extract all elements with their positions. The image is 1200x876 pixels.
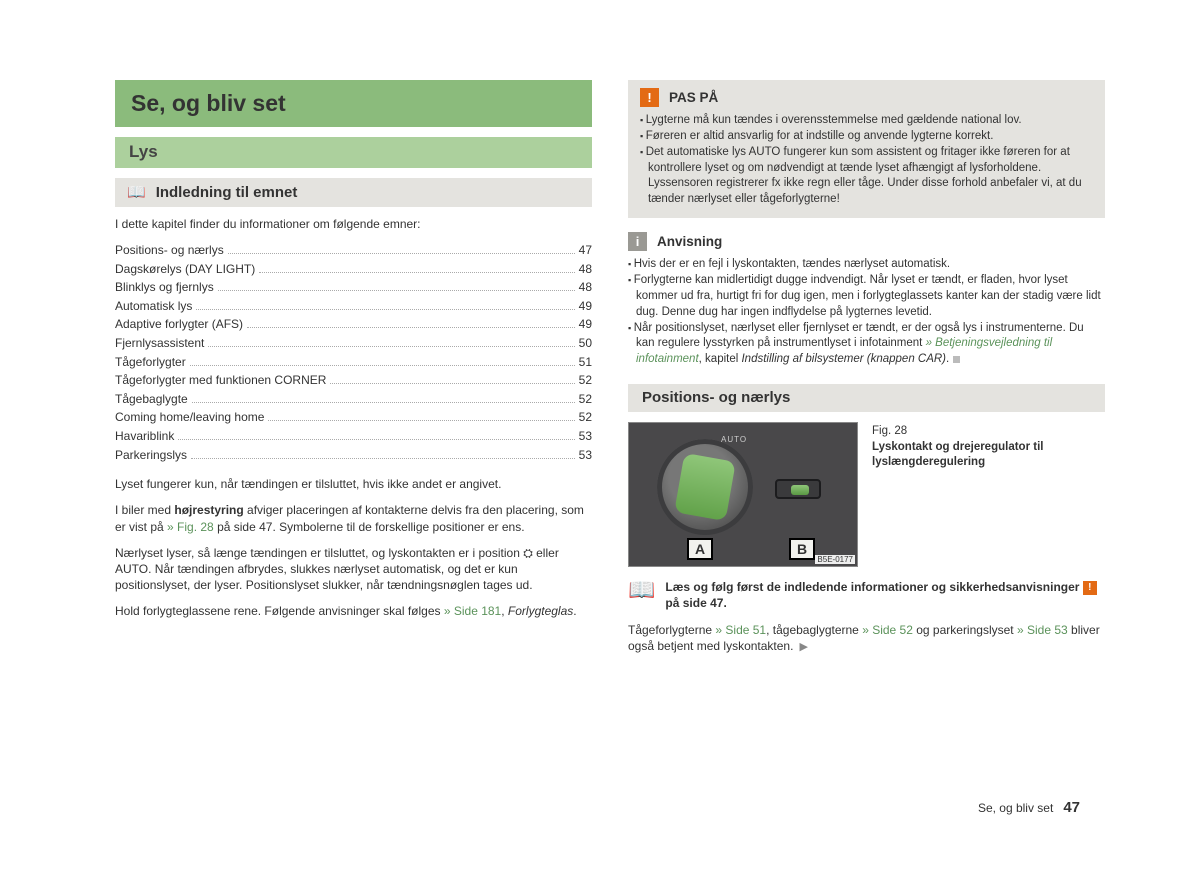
open-book-icon: 📖 <box>628 579 655 611</box>
left-column: Se, og bliv set Lys 📖 Indledning til emn… <box>115 80 592 665</box>
caution-box: ! PAS PÅ Lygterne må kun tændes i overen… <box>628 80 1105 218</box>
fig-caption: Fig. 28 Lyskontakt og drejeregulator til… <box>872 422 1105 567</box>
toc-row[interactable]: Tågeforlygter med funktionen CORNER 52 <box>115 371 592 390</box>
note-item: Hvis der er en fejl i lyskontakten, tænd… <box>636 257 1105 273</box>
body-p3: Nærlyset lyser, så længe tændingen er ti… <box>115 545 592 594</box>
page-title: Se, og bliv set <box>115 80 592 127</box>
caution-item: Det automatiske lys AUTO fungerer kun so… <box>648 145 1093 208</box>
toc-page: 52 <box>579 390 592 409</box>
ref-s53[interactable]: » Side 53 <box>1017 623 1068 637</box>
body-last: Tågeforlygterne » Side 51, tågebaglygter… <box>628 622 1105 655</box>
toc-label: Dagskørelys (DAY LIGHT) <box>115 260 255 279</box>
toc-row[interactable]: Tågeforlygter 51 <box>115 353 592 372</box>
caution-item: Føreren er altid ansvarlig for at indsti… <box>648 129 1093 145</box>
read-first-box: 📖 Læs og følg først de indledende inform… <box>628 579 1105 611</box>
info-icon: i <box>628 232 647 251</box>
toc-page: 52 <box>579 371 592 390</box>
toc-page: 53 <box>579 427 592 446</box>
dial-knob-icon <box>674 453 736 521</box>
fig-code: B5E-0177 <box>815 555 855 564</box>
toc-row[interactable]: Fjernlysassistent 50 <box>115 334 592 353</box>
body-p1: Lyset fungerer kun, når tændingen er til… <box>115 476 592 492</box>
range-wheel-icon <box>775 479 821 499</box>
continue-icon: ▶ <box>799 641 807 653</box>
book-icon: 📖 <box>127 183 146 201</box>
section2-bar: Positions- og nærlys <box>628 384 1105 412</box>
auto-label: AUTO <box>721 435 747 444</box>
callout-a: A <box>687 538 713 560</box>
note-item: Når positionslyset, nærlyset eller fjern… <box>636 321 1105 369</box>
toc-page: 49 <box>579 297 592 316</box>
toc-page: 48 <box>579 278 592 297</box>
toc-label: Tågebaglygte <box>115 390 188 409</box>
caution-title: PAS PÅ <box>669 90 718 105</box>
warning-icon: ! <box>640 88 659 107</box>
toc-label: Tågeforlygter <box>115 353 186 372</box>
toc-row[interactable]: Coming home/leaving home 52 <box>115 408 592 427</box>
toc-row[interactable]: Havariblink 53 <box>115 427 592 446</box>
intro-text: I dette kapitel finder du informationer … <box>115 217 592 231</box>
section-intro-bar: 📖 Indledning til emnet <box>115 178 592 207</box>
toc-page: 50 <box>579 334 592 353</box>
toc-page: 48 <box>579 260 592 279</box>
body-p4: Hold forlygteglassene rene. Følgende anv… <box>115 603 592 619</box>
toc-page: 51 <box>579 353 592 372</box>
toc-label: Blinklys og fjernlys <box>115 278 214 297</box>
inline-warn-icon: ! <box>1083 581 1097 595</box>
toc-label: Havariblink <box>115 427 174 446</box>
note-heading: i Anvisning <box>628 232 1105 251</box>
ref-s52[interactable]: » Side 52 <box>862 623 913 637</box>
ref-s51[interactable]: » Side 51 <box>715 623 766 637</box>
body-p2: I biler med højrestyring afviger placeri… <box>115 502 592 534</box>
note-item: Forlygterne kan midlertidigt dugge indve… <box>636 273 1105 321</box>
section-intro-label: Indledning til emnet <box>156 184 298 201</box>
toc-page: 49 <box>579 315 592 334</box>
toc-row[interactable]: Tågebaglygte 52 <box>115 390 592 409</box>
toc-row[interactable]: Adaptive forlygter (AFS) 49 <box>115 315 592 334</box>
toc-label: Coming home/leaving home <box>115 408 264 427</box>
toc-row[interactable]: Positions- og nærlys 47 <box>115 241 592 260</box>
subsection-title: Lys <box>115 137 592 168</box>
right-column: ! PAS PÅ Lygterne må kun tændes i overen… <box>628 80 1105 665</box>
toc-label: Tågeforlygter med funktionen CORNER <box>115 371 326 390</box>
fig-image: AUTO A B B5E-0177 <box>628 422 858 567</box>
toc-row[interactable]: Parkeringslys 53 <box>115 446 592 465</box>
toc-row[interactable]: Dagskørelys (DAY LIGHT) 48 <box>115 260 592 279</box>
toc-page: 53 <box>579 446 592 465</box>
toc-label: Positions- og nærlys <box>115 241 224 260</box>
toc: Positions- og nærlys47Dagskørelys (DAY L… <box>115 241 592 464</box>
toc-row[interactable]: Automatisk lys 49 <box>115 297 592 316</box>
page-footer: Se, og bliv set47 <box>978 799 1080 816</box>
ref-side181[interactable]: » Side 181 <box>444 604 501 618</box>
callout-b: B <box>789 538 815 560</box>
caution-list: Lygterne må kun tændes i overensstemmels… <box>640 113 1093 208</box>
ref-fig28[interactable]: » Fig. 28 <box>167 520 214 534</box>
toc-row[interactable]: Blinklys og fjernlys 48 <box>115 278 592 297</box>
toc-label: Adaptive forlygter (AFS) <box>115 315 243 334</box>
toc-page: 47 <box>579 241 592 260</box>
figure-28: AUTO A B B5E-0177 Fig. 28 Lyskontakt og … <box>628 422 1105 567</box>
toc-label: Automatisk lys <box>115 297 192 316</box>
toc-label: Fjernlysassistent <box>115 334 204 353</box>
note-list: Hvis der er en fejl i lyskontakten, tænd… <box>628 257 1105 368</box>
toc-page: 52 <box>579 408 592 427</box>
toc-label: Parkeringslys <box>115 446 187 465</box>
caution-item: Lygterne må kun tændes i overensstemmels… <box>648 113 1093 129</box>
